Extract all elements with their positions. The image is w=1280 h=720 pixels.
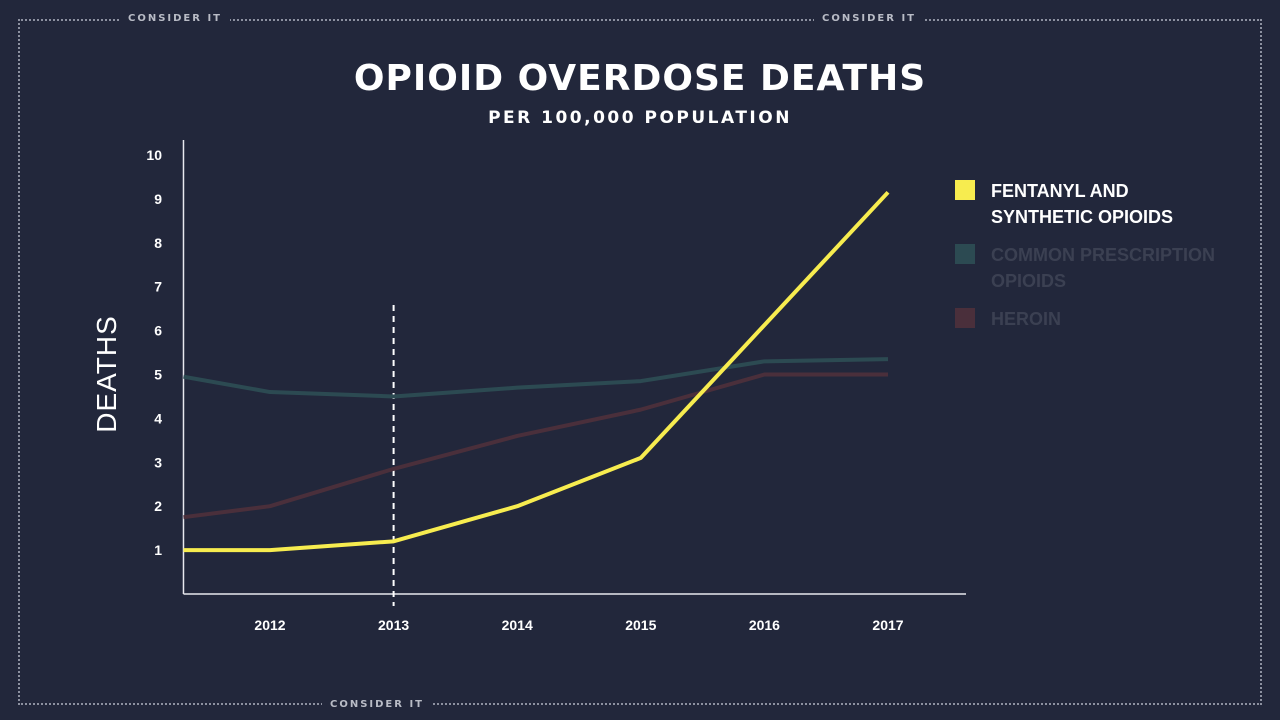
y-tick-label: 10 [146, 147, 162, 163]
x-tick-label: 2014 [502, 617, 533, 633]
brand-label-top-left: CONSIDER IT [120, 13, 230, 24]
series-line [183, 357, 889, 399]
y-tick-label: 2 [154, 498, 162, 514]
dotted-frame [18, 19, 1262, 705]
y-axis-label: DEATHS [91, 315, 122, 433]
y-tick-label: 4 [154, 410, 162, 426]
legend-swatch [955, 180, 975, 200]
legend: FENTANYL AND SYNTHETIC OPIOIDS COMMON PRE… [955, 178, 1221, 344]
y-tick-label: 8 [154, 235, 162, 251]
legend-label: HEROIN [991, 309, 1062, 329]
legend-swatch [955, 308, 975, 328]
x-tick-label: 2017 [872, 617, 903, 633]
brand-label-bottom: CONSIDER IT [322, 699, 432, 710]
x-tick-label: 2013 [378, 617, 409, 633]
legend-swatch [955, 244, 975, 264]
legend-item: HEROIN [955, 306, 1221, 332]
brand-label-top-right: CONSIDER IT [814, 13, 924, 24]
y-tick-label: 9 [154, 191, 162, 207]
y-tick-label: 6 [154, 323, 162, 339]
y-tick-label: 3 [154, 454, 162, 470]
chart-title: OPIOID OVERDOSE DEATHS [353, 58, 927, 99]
legend-item: FENTANYL AND SYNTHETIC OPIOIDS [955, 178, 1221, 230]
x-tick-label: 2012 [254, 617, 285, 633]
legend-item: COMMON PRESCRIPTION OPIOIDS [955, 242, 1221, 294]
legend-label: FENTANYL AND SYNTHETIC OPIOIDS [991, 181, 1174, 227]
y-tick-label: 5 [154, 367, 162, 383]
legend-label: COMMON PRESCRIPTION OPIOIDS [991, 245, 1216, 291]
chart-subtitle: PER 100,000 POPULATION [488, 108, 792, 128]
series-line [183, 372, 888, 520]
y-tick-label: 7 [154, 279, 162, 295]
x-tick-label: 2016 [749, 617, 780, 633]
y-tick-label: 1 [154, 542, 162, 558]
x-tick-label: 2015 [625, 617, 656, 633]
series-line [183, 190, 890, 553]
